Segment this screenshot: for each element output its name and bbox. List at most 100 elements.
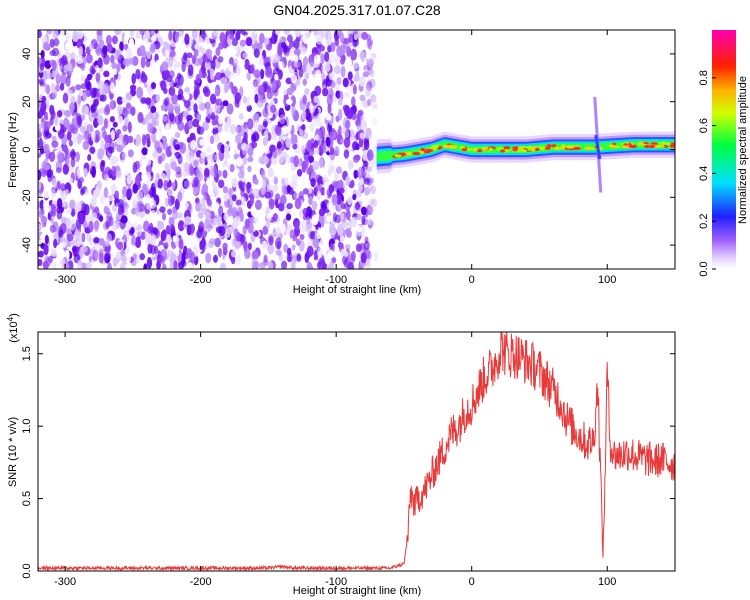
- noise-speck: [330, 42, 336, 53]
- noise-speck: [111, 155, 119, 165]
- noise-speck: [98, 215, 104, 222]
- noise-speck: [223, 58, 228, 65]
- noise-speck: [174, 198, 180, 210]
- noise-speck: [317, 121, 323, 128]
- noise-speck: [56, 110, 63, 118]
- noise-speck: [54, 115, 59, 126]
- noise-speck: [95, 47, 102, 57]
- noise-speck: [52, 30, 59, 40]
- noise-speck: [46, 72, 53, 80]
- noise-speck: [121, 140, 127, 149]
- noise-speck: [363, 139, 370, 151]
- noise-speck: [177, 191, 183, 202]
- signal-peak: [405, 151, 412, 155]
- noise-speck: [242, 52, 249, 59]
- noise-speck: [70, 219, 76, 231]
- noise-speck: [87, 154, 92, 161]
- noise-speck: [258, 54, 265, 67]
- noise-speck: [74, 68, 81, 77]
- noise-speck: [372, 103, 378, 111]
- noise-speck: [309, 123, 315, 132]
- noise-speck: [38, 111, 43, 119]
- noise-speck: [290, 74, 298, 84]
- noise-speck: [259, 156, 266, 165]
- noise-speck: [163, 179, 169, 191]
- noise-speck: [60, 192, 67, 201]
- signal-peak: [611, 144, 616, 148]
- noise-speck: [268, 198, 275, 210]
- noise-speck: [168, 216, 175, 227]
- noise-speck: [139, 44, 146, 57]
- spectrogram-y-ticks: -40 -20 0 20 40: [21, 48, 675, 253]
- noise-speck: [88, 111, 94, 122]
- noise-speck: [128, 37, 135, 49]
- noise-speck: [213, 217, 219, 229]
- noise-speck: [340, 248, 346, 257]
- snr-frame: [37, 331, 676, 572]
- signal-peak: [659, 141, 667, 145]
- noise-speck: [202, 120, 209, 132]
- noise-speck: [254, 261, 260, 269]
- noise-speck: [253, 113, 260, 123]
- noise-speck: [206, 151, 212, 163]
- colorbar-tick-label: 0.4: [698, 166, 710, 181]
- noise-speck: [280, 194, 287, 205]
- noise-speck: [348, 33, 354, 43]
- noise-speck: [165, 224, 171, 235]
- noise-speck: [293, 38, 300, 49]
- noise-speck: [50, 82, 56, 94]
- noise-speck: [247, 156, 254, 163]
- noise-speck: [157, 155, 163, 165]
- noise-speck: [246, 71, 251, 81]
- noise-speck: [111, 184, 117, 192]
- noise-speck: [275, 125, 282, 136]
- noise-speck: [132, 198, 138, 208]
- noise-speck: [294, 30, 302, 38]
- noise-speck: [375, 231, 379, 238]
- noise-speck: [352, 141, 359, 151]
- noise-speck: [114, 85, 121, 94]
- noise-speck: [336, 193, 342, 206]
- spectrogram-signal-band: [376, 96, 675, 193]
- noise-speck: [327, 263, 335, 269]
- noise-speck: [365, 47, 371, 58]
- noise-speck: [215, 47, 221, 57]
- noise-speck: [291, 174, 298, 184]
- noise-speck: [51, 177, 58, 189]
- noise-speck: [184, 33, 190, 46]
- noise-speck: [154, 30, 159, 34]
- noise-speck: [299, 234, 305, 241]
- noise-speck: [160, 104, 166, 111]
- noise-speck: [227, 82, 232, 91]
- noise-speck: [178, 74, 184, 86]
- noise-speck: [44, 43, 51, 50]
- noise-speck: [285, 77, 293, 85]
- noise-speck: [97, 148, 104, 160]
- noise-speck: [251, 250, 259, 260]
- noise-speck: [237, 142, 243, 151]
- noise-speck: [365, 57, 371, 66]
- noise-speck: [241, 77, 249, 88]
- noise-speck: [91, 212, 98, 221]
- noise-speck: [233, 114, 239, 125]
- noise-speck: [270, 134, 277, 141]
- noise-speck: [119, 41, 124, 52]
- noise-speck: [272, 183, 279, 193]
- signal-peak: [546, 146, 551, 150]
- noise-speck: [367, 250, 372, 260]
- noise-speck: [43, 164, 51, 171]
- noise-speck: [224, 143, 230, 155]
- noise-speck: [75, 201, 82, 213]
- noise-speck: [316, 247, 324, 259]
- noise-speck: [304, 108, 311, 121]
- noise-speck: [295, 238, 301, 246]
- signal-peak: [665, 142, 671, 146]
- noise-speck: [251, 133, 257, 143]
- noise-speck: [176, 94, 183, 101]
- noise-speck: [63, 117, 69, 128]
- noise-speck: [277, 61, 285, 70]
- noise-speck: [283, 88, 288, 96]
- snr-y-multiplier-base: (x10: [8, 321, 20, 342]
- noise-speck: [336, 223, 344, 235]
- noise-speck: [288, 149, 293, 158]
